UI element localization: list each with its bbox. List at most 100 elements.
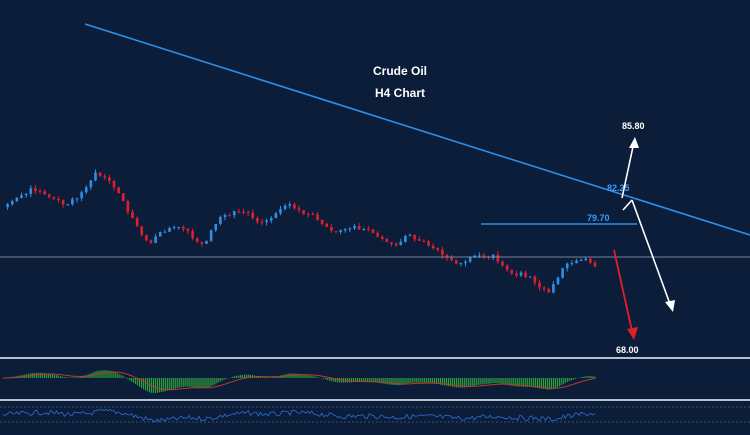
candle-series	[6, 169, 597, 294]
candle-body	[436, 247, 440, 250]
oscillator-signal-line	[3, 371, 596, 391]
candle-body	[505, 265, 509, 270]
candle-body	[61, 200, 65, 205]
candle-body	[399, 241, 403, 246]
candle-body	[52, 197, 56, 199]
candle-body	[98, 172, 102, 177]
candle-body	[417, 239, 421, 241]
candle-body	[339, 230, 342, 232]
candle-body	[575, 260, 578, 264]
candle-body	[279, 209, 282, 214]
candle-body	[376, 232, 379, 237]
candle-body	[482, 255, 486, 257]
label-target-up: 85.80	[622, 121, 645, 131]
label-resistance: 79.70	[587, 213, 610, 223]
candle-body	[431, 245, 435, 248]
candle-body	[445, 255, 449, 258]
candle-body	[246, 212, 250, 214]
candle-body	[6, 204, 9, 208]
label-target-down: 68.00	[616, 345, 639, 355]
candle-body	[570, 263, 574, 265]
descending-trendline	[84, 23, 750, 236]
candle-body	[200, 241, 204, 244]
candle-body	[237, 211, 241, 213]
candle-body	[515, 273, 518, 276]
candle-body	[565, 263, 569, 269]
candle-body	[214, 224, 218, 231]
candle-body	[242, 211, 245, 213]
candle-body	[135, 218, 139, 227]
candle-body	[154, 236, 157, 243]
candle-body	[441, 249, 444, 256]
candle-body	[584, 258, 588, 260]
bearish-arrow	[613, 249, 638, 340]
candle-body	[320, 220, 324, 224]
candle-body	[219, 216, 222, 224]
candle-body	[413, 234, 416, 240]
candle-body	[510, 269, 514, 274]
candle-body	[547, 288, 551, 293]
candle-body	[501, 261, 504, 266]
candle-body	[223, 215, 227, 217]
candle-body	[43, 191, 46, 195]
candle-body	[362, 228, 366, 230]
candle-body	[496, 254, 500, 262]
candle-body	[20, 195, 23, 198]
candle-body	[552, 284, 555, 293]
candle-body	[205, 240, 208, 244]
candle-body	[260, 221, 264, 223]
candle-body	[121, 193, 125, 202]
candle-body	[538, 282, 541, 288]
candle-body	[182, 226, 185, 230]
candle-body	[478, 255, 481, 257]
candle-body	[75, 198, 79, 200]
candle-body	[29, 188, 33, 194]
candle-body	[561, 268, 564, 278]
bullish-arrow	[621, 137, 639, 199]
candle-body	[357, 225, 361, 230]
candle-body	[589, 258, 592, 263]
candle-body	[126, 201, 130, 212]
candle-body	[293, 204, 296, 209]
candle-body	[228, 215, 231, 217]
candle-body	[330, 226, 333, 231]
candle-body	[528, 276, 532, 278]
candle-body	[404, 236, 407, 242]
candle-body	[80, 192, 83, 199]
candle-body	[593, 262, 597, 267]
candle-body	[274, 213, 278, 219]
candle-body	[145, 234, 148, 241]
candle-body	[15, 197, 19, 202]
candle-body	[84, 187, 88, 193]
candle-body	[10, 201, 14, 205]
candle-body	[353, 225, 356, 229]
candle-body	[524, 272, 527, 278]
chart-subtitle: H4 Chart	[375, 86, 425, 100]
candle-body	[473, 255, 477, 258]
chart-title: Crude Oil	[373, 64, 427, 78]
bearish-scenario-arrow	[622, 199, 675, 312]
candle-body	[450, 257, 453, 261]
candle-body	[491, 254, 495, 258]
candle-body	[390, 242, 393, 244]
candle-body	[579, 259, 583, 261]
rsi-line	[2, 408, 596, 423]
candle-body	[256, 218, 259, 222]
candle-body	[371, 229, 375, 233]
candle-body	[195, 238, 199, 242]
candle-body	[325, 223, 329, 227]
candle-body	[343, 228, 347, 231]
candle-body	[94, 172, 97, 181]
candle-body	[269, 218, 273, 221]
candle-body	[468, 257, 472, 262]
candle-body	[519, 272, 523, 276]
candle-body	[172, 227, 176, 229]
candle-body	[131, 211, 134, 219]
candle-body	[334, 230, 338, 232]
candle-body	[302, 210, 305, 214]
candle-body	[459, 263, 463, 265]
candle-body	[533, 276, 537, 283]
candle-body	[209, 230, 213, 241]
